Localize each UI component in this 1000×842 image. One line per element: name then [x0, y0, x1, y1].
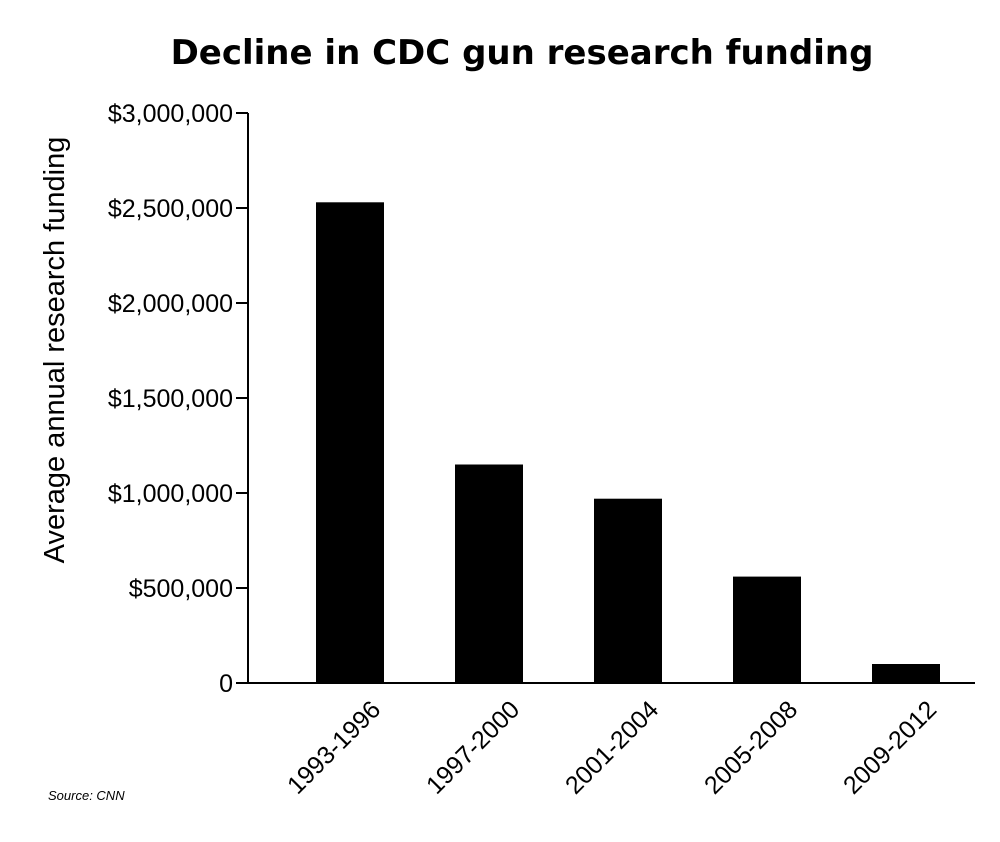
x-tick-label: 2005-2008: [699, 695, 803, 799]
source-note: Source: CNN: [48, 788, 125, 803]
bar: [316, 202, 384, 684]
bar: [594, 498, 662, 683]
y-tick-label: $2,000,000: [108, 290, 233, 318]
y-tick-label: $1,500,000: [108, 385, 233, 413]
y-tick-label: 0: [219, 670, 233, 698]
x-tick-label: 1993-1996: [282, 695, 386, 799]
y-tick-label: $3,000,000: [108, 100, 233, 128]
bar: [872, 664, 940, 683]
y-tick-label: $500,000: [129, 575, 233, 603]
plot-area: 0 $500,000 $1,000,000 $1,500,000 $2,000,000 $…: [108, 100, 975, 800]
bar: [733, 576, 801, 683]
x-tick-label: 1997-2000: [421, 695, 525, 799]
x-tick-label: 2001-2004: [560, 695, 664, 799]
x-tick-label: 2009-2012: [838, 695, 942, 799]
y-tick-label: $2,500,000: [108, 195, 233, 223]
y-tick-label: $1,000,000: [108, 480, 233, 508]
bar: [455, 464, 523, 683]
y-axis-label: Average annual research funding: [39, 137, 71, 564]
chart-title: Decline in CDC gun research funding: [171, 33, 874, 73]
